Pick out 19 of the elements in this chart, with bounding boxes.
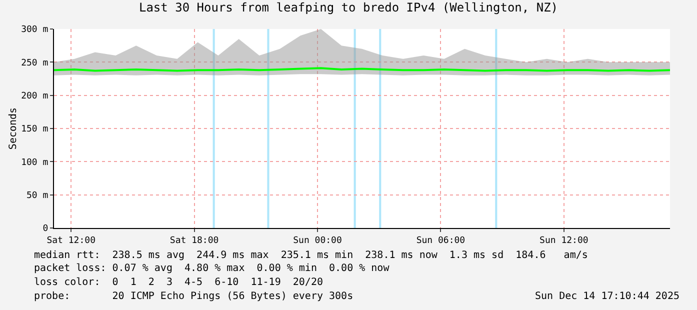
x-tick-label: Sun 12:00	[540, 236, 588, 246]
text: probe: 20 ICMP Echo Pings (56 Bytes) every 300s	[34, 291, 354, 302]
x-tick-label: Sat 12:00	[46, 236, 96, 246]
chart-title: Last 30 Hours from leafping to bredo IPv4 (Wellington, NZ)	[138, 0, 558, 14]
y-axis-title: Seconds	[8, 107, 20, 150]
y-tick-label: 0	[42, 224, 48, 234]
y-tick-label: 100 m	[21, 158, 48, 168]
text: loss color: 0 1 2 3 4-5 6-10 11-19 20/20	[34, 277, 323, 288]
x-tick-label: Sun 00:00	[293, 236, 342, 246]
y-tick-label: 300 m	[21, 25, 48, 36]
x-tick-label: Sun 06:00	[416, 236, 466, 246]
y-tick-label: 250 m	[21, 58, 48, 68]
y-tick-label: 50 m	[26, 190, 48, 201]
text: packet loss: 0.07 % avg 4.80 % max 0.00 % min 0.00 % now	[34, 263, 390, 274]
text: Sun Dec 14 17:10:44 2025	[535, 291, 680, 302]
y-tick-label: 150 m	[21, 124, 48, 135]
text: median rtt: 238.5 ms avg 244.9 ms max 235.1 ms min 238.1 ms now 1.3 ms sd 184.6 am/s	[34, 250, 588, 261]
y-tick-label: 200 m	[21, 91, 48, 102]
x-tick-label: Sat 18:00	[170, 236, 219, 246]
